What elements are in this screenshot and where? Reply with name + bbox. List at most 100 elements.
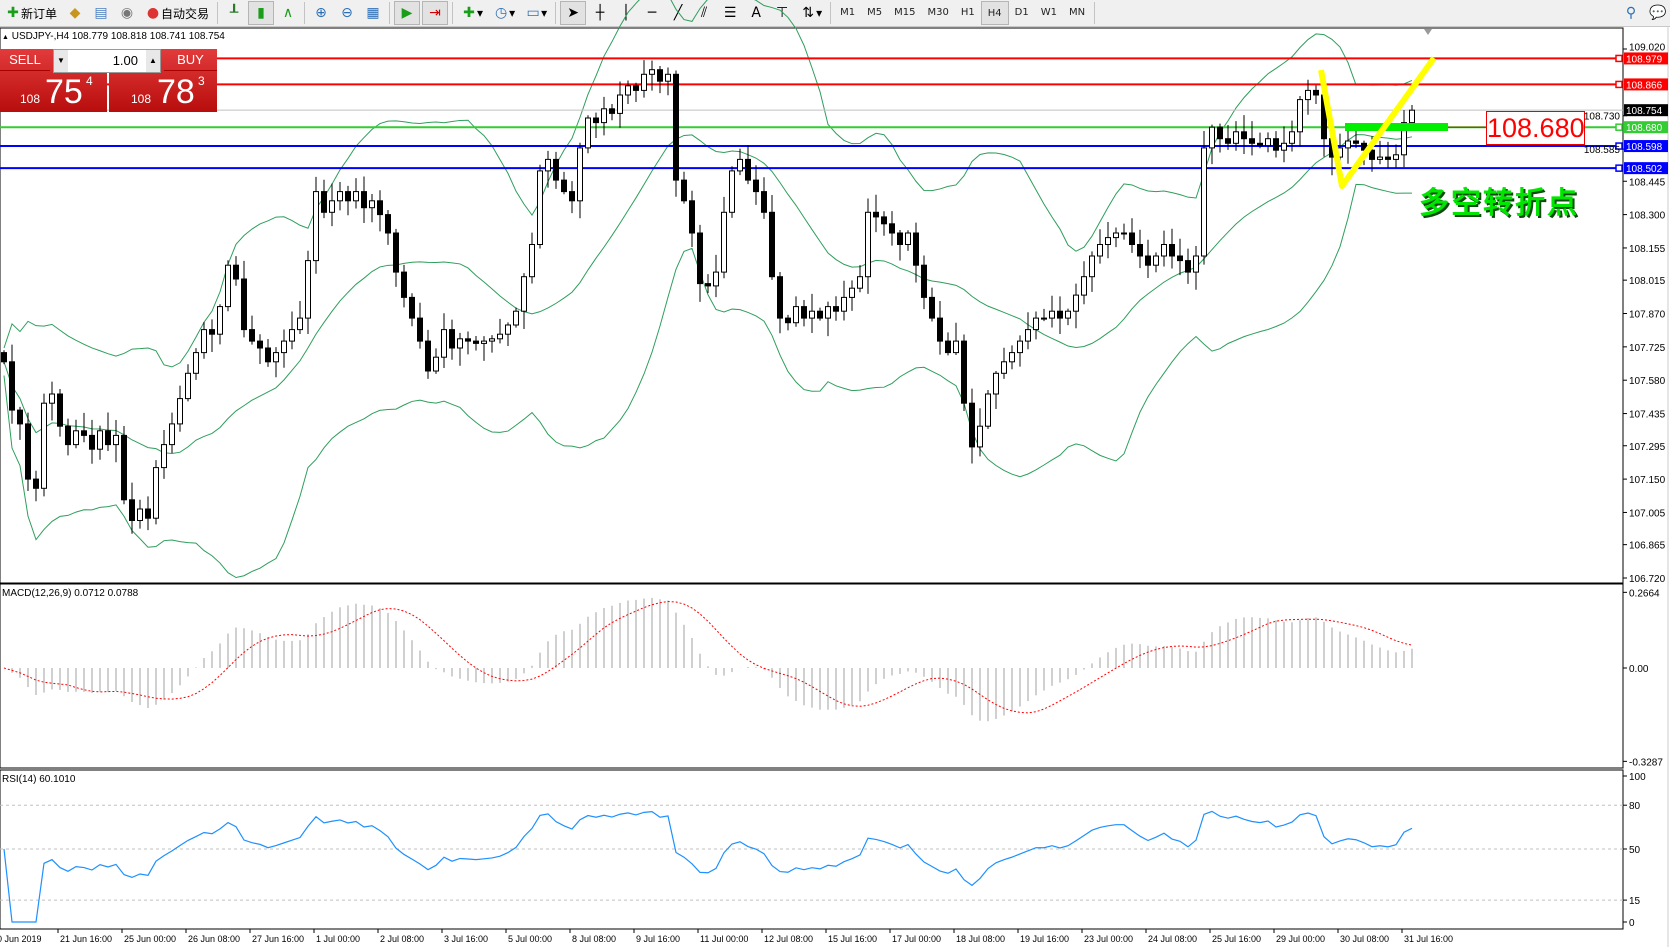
- bear-candle: [1225, 138, 1231, 144]
- line-handle[interactable]: [1615, 54, 1623, 63]
- macd-panel-frame: [0, 583, 1624, 769]
- arrows-button[interactable]: ⇅ ▾: [796, 2, 826, 24]
- price-badge-label: 108.502: [1626, 164, 1663, 175]
- drawn-objects[interactable]: [1318, 29, 1448, 189]
- price-annotation-box[interactable]: 108.680: [1486, 111, 1585, 145]
- trendline-button[interactable]: ╱: [666, 2, 690, 24]
- timeframe-d1[interactable]: D1: [1014, 6, 1029, 18]
- bear-candle: [1129, 232, 1135, 245]
- collapse-icon[interactable]: ▲: [2, 34, 9, 41]
- timeframe-m15[interactable]: M15: [894, 6, 916, 18]
- price-axis-label: 108.300: [1629, 211, 1666, 222]
- reversal-point-note[interactable]: 多空转折点: [1419, 186, 1579, 221]
- lot-size-input[interactable]: 1.00: [112, 53, 138, 68]
- line-handle[interactable]: [1615, 142, 1623, 150]
- fibonacci-icon: ☰: [723, 5, 737, 21]
- indicators-button[interactable]: ✚ ▾: [457, 2, 487, 24]
- bid-price-badge: [1624, 104, 1668, 117]
- auto-scroll-button[interactable]: ▶: [394, 1, 421, 25]
- bear-candle: [145, 508, 151, 519]
- time-axis-label: 3 Jul 16:00: [444, 934, 488, 944]
- bull-candle: [993, 372, 999, 395]
- bull-candle: [1049, 310, 1055, 319]
- timeframe-w1[interactable]: W1: [1040, 6, 1057, 18]
- price-axis-label: 108.445: [1629, 177, 1666, 188]
- bear-candle: [1137, 244, 1143, 257]
- trendline-icon: ╱: [673, 5, 683, 21]
- timeframe-m30[interactable]: M30: [927, 6, 949, 18]
- line-chart-button[interactable]: ∧: [276, 2, 300, 24]
- lot-size-stepper[interactable]: ▼ 1.00 ▲: [53, 49, 161, 73]
- price-badge-label: 108.979: [1626, 54, 1663, 65]
- price-axis-label: 109.020: [1629, 42, 1666, 53]
- v-reversal-drawing[interactable]: [1318, 56, 1437, 189]
- green-zone-bar[interactable]: [1345, 123, 1448, 131]
- bear-candle: [1353, 140, 1359, 144]
- horizontal-line-button[interactable]: ─: [640, 2, 664, 24]
- line-handle[interactable]: [1615, 80, 1623, 89]
- bull-candle: [113, 434, 119, 446]
- timeframe-mn[interactable]: MN: [1068, 6, 1086, 18]
- indicators-icon: ✚: [463, 5, 475, 21]
- bull-candle: [713, 271, 719, 287]
- tile-windows-button[interactable]: ▦: [361, 2, 385, 24]
- lot-increase-button[interactable]: ▲: [146, 50, 160, 72]
- bear-candle: [1145, 255, 1151, 266]
- bear-candle: [257, 340, 263, 349]
- signals-button[interactable]: ◉: [115, 2, 139, 24]
- fibonacci-button[interactable]: ☰: [718, 2, 742, 24]
- market-watch-button[interactable]: ◆: [63, 2, 87, 24]
- bull-candle: [289, 329, 295, 342]
- crosshair-button[interactable]: ┼: [588, 2, 612, 24]
- bear-candle: [209, 329, 215, 335]
- cursor-button[interactable]: ➤: [560, 1, 587, 25]
- vertical-line-button[interactable]: │: [614, 2, 638, 24]
- bear-candle: [945, 340, 951, 354]
- bear-candle: [705, 283, 711, 287]
- timeframe-m5[interactable]: M5: [867, 6, 883, 18]
- bar-chart-button[interactable]: ┸: [222, 2, 246, 24]
- bull-candle: [1345, 140, 1351, 149]
- line-handle[interactable]: [1615, 123, 1623, 131]
- zoom-out-button[interactable]: ⊖: [335, 2, 359, 24]
- channel-button[interactable]: ⫽: [692, 2, 716, 24]
- bull-candle: [537, 170, 543, 245]
- chart-shift-button[interactable]: ⇥: [422, 1, 449, 25]
- bear-candle: [609, 108, 615, 114]
- price-badge-label: 108.866: [1626, 80, 1663, 91]
- text-label-button[interactable]: ⊤: [770, 2, 794, 24]
- bear-candle: [921, 264, 927, 298]
- price-axis-label: 108.155: [1629, 244, 1666, 255]
- buy-button[interactable]: BUY: [164, 49, 217, 71]
- separator: [555, 2, 557, 24]
- navigator-button[interactable]: ▤: [89, 2, 113, 24]
- separator: [452, 2, 454, 24]
- bear-candle: [561, 179, 567, 193]
- shift-marker-icon[interactable]: [1424, 29, 1432, 35]
- periods-button[interactable]: ◷ ▾: [494, 5, 516, 21]
- new-order-button[interactable]: ✚ 新订单: [1, 2, 61, 24]
- auto-trading-button[interactable]: ● 自动交易: [141, 2, 213, 24]
- time-axis-label: 26 Jun 08:00: [188, 934, 240, 944]
- zoom-in-button[interactable]: ⊕: [309, 2, 333, 24]
- bull-candle: [441, 329, 447, 358]
- line-handle[interactable]: [1615, 164, 1623, 172]
- bull-candle: [169, 423, 175, 446]
- text-button[interactable]: A: [744, 2, 768, 24]
- template-icon: ▭: [526, 5, 540, 21]
- chat-button[interactable]: 💬: [1645, 2, 1669, 24]
- lot-decrease-button[interactable]: ▼: [54, 50, 68, 72]
- macd-axis-label: 0.2664: [1629, 588, 1660, 599]
- auto-scroll-icon: ▶: [401, 5, 413, 21]
- timeframe-m1[interactable]: M1: [840, 6, 856, 18]
- templates-button[interactable]: ▭ ▾: [526, 5, 548, 21]
- timeframe-h4[interactable]: H4: [980, 1, 1009, 25]
- timeframe-h1[interactable]: H1: [960, 6, 975, 18]
- bull-candle: [457, 338, 463, 349]
- sell-button[interactable]: SELL: [0, 49, 50, 71]
- search-button[interactable]: ⚲: [1619, 2, 1643, 24]
- bear-candle: [465, 338, 471, 342]
- bull-candle: [649, 69, 655, 75]
- candlestick-button[interactable]: ▮: [248, 1, 275, 25]
